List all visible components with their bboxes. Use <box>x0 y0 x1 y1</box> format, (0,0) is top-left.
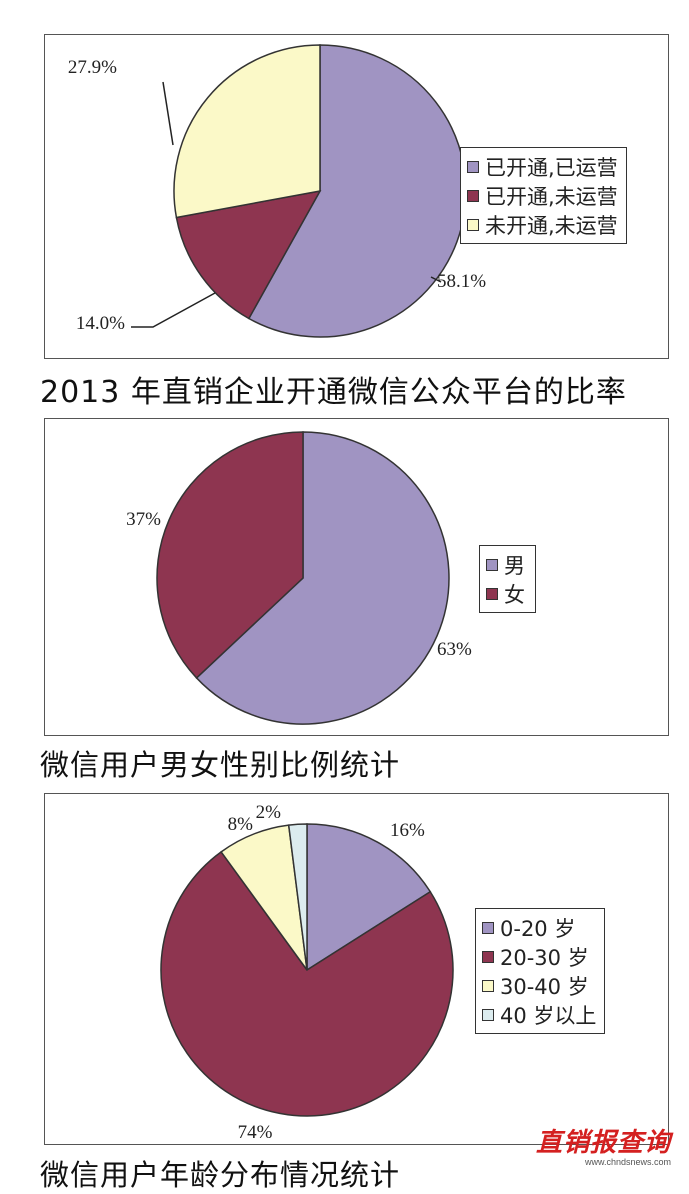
legend-swatch <box>482 921 494 934</box>
legend-swatch <box>482 1008 494 1021</box>
legend-swatch <box>486 558 498 571</box>
legend-swatch <box>486 587 498 600</box>
pie-slice <box>287 823 308 971</box>
legend-1: 已开通,已运营 已开通,未运营 未开通,未运营 <box>460 147 627 244</box>
chart-caption-2: 微信用户男女性别比例统计 <box>40 748 401 782</box>
leader-line <box>430 276 442 283</box>
legend-item: 已开通,未运营 <box>467 181 618 210</box>
pie-slice <box>160 850 454 1117</box>
chart-panel-3: 16% 74% 8% 2% 0-20 岁 20-30 岁 30-40 岁 40 岁以上 <box>44 793 669 1145</box>
chart-caption-1: 2013 年直销企业开通微信公众平台的比率 <box>40 375 627 410</box>
legend-label: 男 <box>504 553 525 578</box>
data-label: 58.1% <box>437 271 486 292</box>
data-label: 37% <box>126 509 161 530</box>
watermark-url: www.chndsnews.com <box>584 1157 671 1167</box>
legend-label: 0-20 岁 <box>500 916 576 941</box>
watermark-logo: 直销报查询 <box>535 1128 671 1158</box>
legend-3: 0-20 岁 20-30 岁 30-40 岁 40 岁以上 <box>475 908 606 1034</box>
pie-slice <box>195 431 450 725</box>
pie-chart-1: 58.1% 14.0% 27.9% <box>68 44 486 338</box>
leader-line <box>162 81 174 146</box>
legend-swatch <box>467 160 479 173</box>
legend-label: 20-30 岁 <box>500 945 589 970</box>
data-label: 74% <box>238 1122 273 1143</box>
legend-item: 40 岁以上 <box>482 1000 596 1029</box>
pie-slice <box>175 189 322 320</box>
data-label: 8% <box>228 814 254 835</box>
watermark: 直销报查询 www.chndsnews.com <box>536 1122 671 1167</box>
leader-line <box>131 292 216 328</box>
data-label: 14.0% <box>76 313 125 334</box>
pie-chart-3: 16% 74% 8%2% <box>160 802 454 1143</box>
data-label: 63% <box>437 639 472 660</box>
pie-slice <box>306 823 432 972</box>
data-label: 16% <box>390 820 425 841</box>
legend-label: 已开通,已运营 <box>485 155 618 180</box>
chart-caption-3: 微信用户年龄分布情况统计 <box>40 1158 401 1192</box>
pie-slice <box>156 431 304 680</box>
legend-item: 未开通,未运营 <box>467 210 618 239</box>
pie-chart-2: 63% 37% <box>126 431 472 725</box>
chart-panel-1: 58.1% 14.0% 27.9% 已开通,已运营 已开通,未运营 未开通,未运营 <box>44 34 669 359</box>
chart-panel-2: 63% 37% 男 女 <box>44 418 669 736</box>
legend-swatch <box>482 979 494 992</box>
legend-item: 30-40 岁 <box>482 971 596 1000</box>
legend-label: 已开通,未运营 <box>485 184 618 209</box>
legend-item: 男 <box>486 550 525 579</box>
legend-item: 女 <box>486 579 525 608</box>
legend-item: 20-30 岁 <box>482 942 596 971</box>
legend-label: 40 岁以上 <box>500 1003 597 1028</box>
legend-label: 30-40 岁 <box>500 974 589 999</box>
data-label: 27.9% <box>68 57 117 78</box>
legend-item: 已开通,已运营 <box>467 152 618 181</box>
legend-item: 0-20 岁 <box>482 913 596 942</box>
pie-slice <box>173 44 321 219</box>
legend-label: 未开通,未运营 <box>485 213 618 238</box>
legend-swatch <box>482 950 494 963</box>
data-label: 2% <box>256 802 282 823</box>
legend-2: 男 女 <box>479 545 536 613</box>
legend-swatch <box>467 189 479 202</box>
legend-label: 女 <box>504 582 525 607</box>
legend-swatch <box>467 218 479 231</box>
